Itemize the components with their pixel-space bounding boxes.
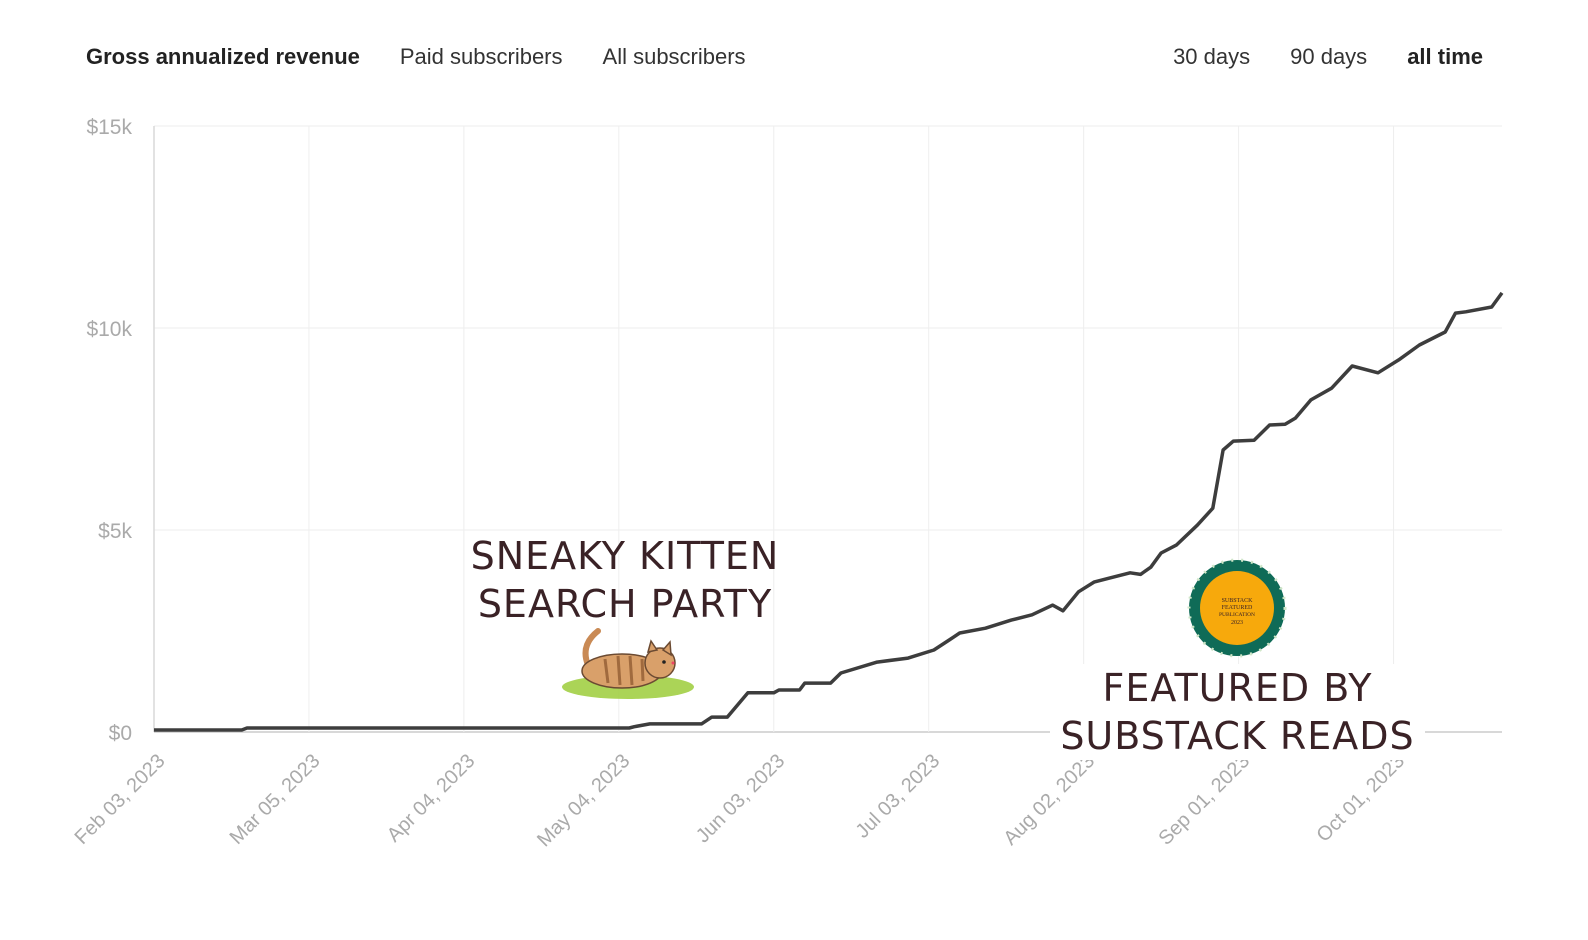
x-tick-label: Apr 04, 2023 xyxy=(383,750,480,847)
tab-gross-annualized-revenue[interactable]: Gross annualized revenue xyxy=(86,44,360,69)
range-tabs: 30 days 90 days all time xyxy=(1173,44,1483,70)
tab-paid-subscribers[interactable]: Paid subscribers xyxy=(399,44,563,69)
x-tick-label: Jul 03, 2023 xyxy=(852,750,945,843)
y-tick-label: $15k xyxy=(86,116,132,139)
x-tick-label: Mar 05, 2023 xyxy=(226,750,325,849)
kitten-annotation: SNEAKY KITTEN SEARCH PARTY xyxy=(440,532,810,628)
featured-annotation: FEATURED BY SUBSTACK READS xyxy=(1050,664,1425,760)
tab-90-days[interactable]: 90 days xyxy=(1290,44,1368,69)
tab-30-days[interactable]: 30 days xyxy=(1173,44,1251,69)
x-tick-label: Oct 01, 2023 xyxy=(1313,750,1410,847)
y-tick-label: $5k xyxy=(98,520,132,543)
x-tick-label: May 04, 2023 xyxy=(533,750,634,851)
badge-text-4: 2023 xyxy=(1231,620,1243,626)
badge-text-3: PUBLICATION xyxy=(1219,612,1255,618)
x-tick-label: Jun 03, 2023 xyxy=(692,750,789,847)
kitten-annotation-line2: SEARCH PARTY xyxy=(477,582,773,626)
x-tick-label: Feb 03, 2023 xyxy=(71,750,170,849)
kitten-icon xyxy=(562,628,694,699)
badge-text-1: SUBSTACK xyxy=(1222,598,1254,604)
x-tick-label: Sep 01, 2023 xyxy=(1154,750,1254,850)
substack-featured-badge-icon: SUBSTACK FEATURED PUBLICATION 2023 xyxy=(1187,558,1287,658)
metric-tabs: Gross annualized revenue Paid subscriber… xyxy=(86,44,746,70)
y-tick-label: $0 xyxy=(109,722,132,745)
tab-all-time[interactable]: all time xyxy=(1407,44,1483,69)
featured-annotation-line1: FEATURED BY xyxy=(1102,666,1373,710)
x-tick-label: Aug 02, 2023 xyxy=(999,750,1099,850)
revenue-line xyxy=(154,291,1504,732)
tab-all-subscribers[interactable]: All subscribers xyxy=(602,44,746,69)
y-tick-label: $10k xyxy=(86,318,132,341)
featured-annotation-line2: SUBSTACK READS xyxy=(1060,714,1415,758)
badge-text-2: FEATURED xyxy=(1222,605,1253,611)
kitten-annotation-line1: SNEAKY KITTEN xyxy=(470,534,780,578)
